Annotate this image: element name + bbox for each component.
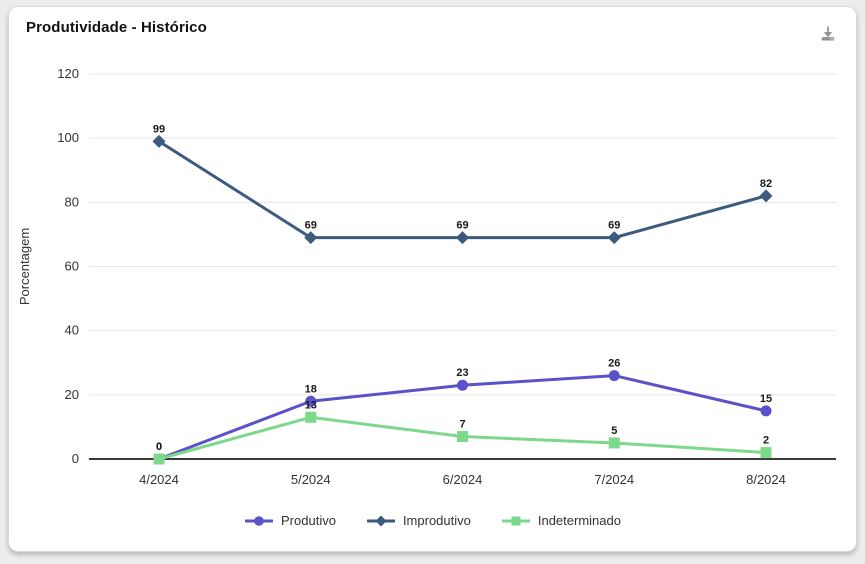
y-tick-label: 100 — [57, 130, 79, 145]
data-point-label: 15 — [760, 393, 772, 405]
download-button[interactable] — [816, 21, 840, 45]
y-axis-title: Porcentagem — [17, 228, 32, 305]
data-point-label: 2 — [763, 435, 769, 447]
legend-label: Produtivo — [281, 513, 336, 528]
download-icon — [821, 26, 835, 41]
data-point-improdutivo-5/2024[interactable] — [304, 231, 318, 245]
data-point-produtivo-8/2024[interactable] — [760, 405, 772, 417]
data-point-label: 18 — [305, 383, 317, 395]
data-point-indeterminado-5/2024[interactable] — [305, 411, 317, 423]
y-tick-label: 120 — [57, 66, 79, 81]
data-point-produtivo-6/2024[interactable] — [457, 379, 468, 391]
y-tick-label: 80 — [65, 194, 79, 209]
data-point-produtivo-7/2024[interactable] — [608, 370, 620, 382]
x-tick-label: 5/2024 — [291, 472, 331, 487]
y-tick-label: 20 — [65, 387, 79, 402]
data-point-label: 5 — [611, 425, 617, 437]
y-tick-label: 60 — [65, 259, 79, 274]
data-point-label: 69 — [608, 220, 620, 232]
data-point-improdutivo-7/2024[interactable] — [607, 231, 621, 245]
data-point-label: 23 — [456, 367, 468, 379]
data-point-label: 99 — [153, 123, 165, 135]
data-point-label: 69 — [456, 220, 468, 232]
data-point-improdutivo-8/2024[interactable] — [759, 189, 773, 203]
data-point-label: 82 — [760, 178, 772, 190]
legend-item-indeterminado[interactable]: Indeterminado — [501, 513, 621, 528]
legend-item-improdutivo[interactable]: Improdutivo — [366, 513, 471, 528]
data-point-label: 7 — [459, 419, 465, 431]
data-point-produtivo-5/2024[interactable] — [305, 395, 317, 407]
x-tick-label: 7/2024 — [594, 472, 634, 487]
data-point-improdutivo-4/2024[interactable] — [152, 134, 166, 148]
chart-legend: Produtivo Improdutivo Indeterminado — [9, 513, 856, 528]
legend-label: Improdutivo — [402, 513, 471, 528]
legend-marker-diamond-icon — [366, 515, 395, 526]
x-tick-label: 8/2024 — [746, 472, 786, 487]
data-point-label: 26 — [608, 358, 620, 370]
data-point-label: 69 — [305, 220, 317, 232]
data-point-indeterminado-7/2024[interactable] — [608, 437, 620, 449]
legend-marker-square-icon — [501, 516, 530, 525]
y-tick-label: 0 — [72, 451, 79, 466]
data-point-label: 13 — [305, 399, 317, 411]
data-point-label: 0 — [156, 441, 162, 453]
data-point-indeterminado-6/2024[interactable] — [457, 431, 468, 443]
legend-marker-circle-icon — [245, 515, 274, 526]
x-tick-label: 6/2024 — [443, 472, 483, 487]
legend-item-produtivo[interactable]: Produtivo — [244, 513, 336, 528]
chart-card: Produtividade - Histórico 0 20 40 60 80 100 12… — [8, 6, 857, 552]
data-point-improdutivo-6/2024[interactable] — [456, 231, 469, 245]
data-point-indeterminado-4/2024[interactable] — [153, 453, 165, 465]
legend-label: Indeterminado — [537, 513, 621, 528]
data-point-label: 0 — [156, 441, 162, 453]
y-tick-label: 40 — [65, 323, 79, 338]
data-point-indeterminado-8/2024[interactable] — [760, 447, 772, 459]
chart-title: Produtividade - Histórico — [26, 19, 207, 36]
x-tick-label: 4/2024 — [139, 472, 179, 487]
card-header: Produtividade - Histórico — [26, 19, 840, 45]
